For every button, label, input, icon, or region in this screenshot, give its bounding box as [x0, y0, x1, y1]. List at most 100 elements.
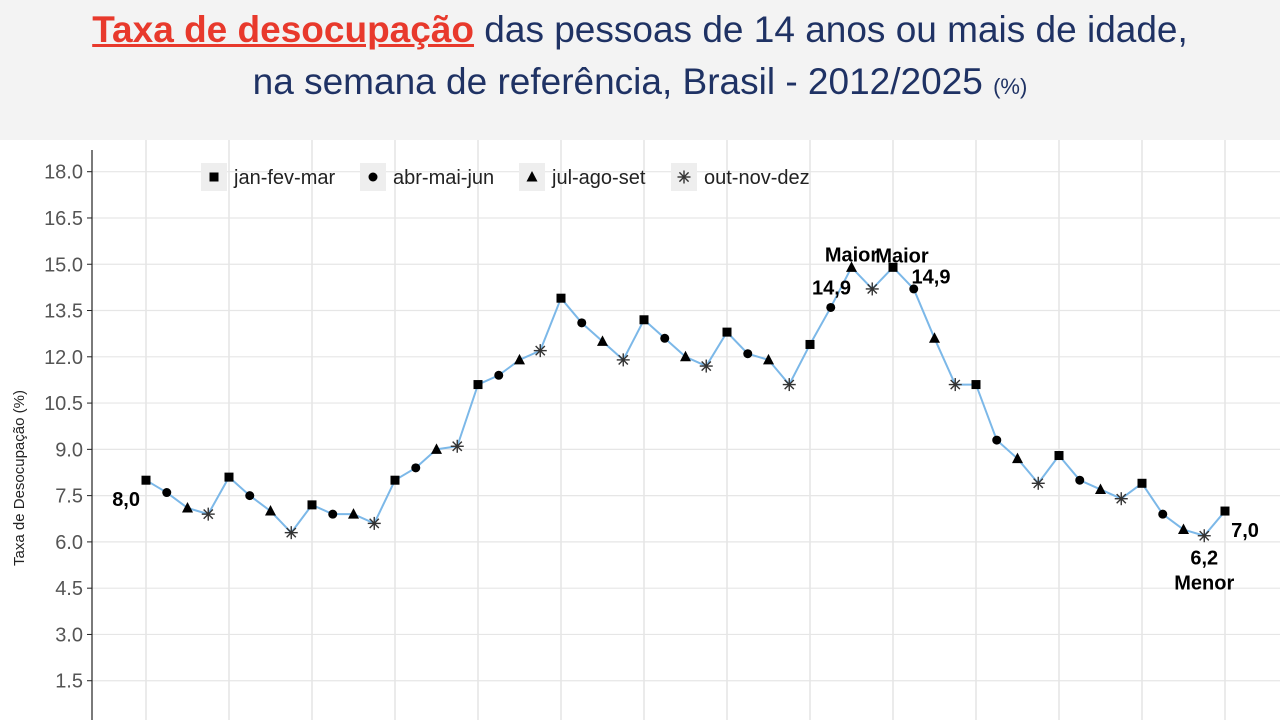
asterisk-stroke: [452, 441, 463, 452]
data-label: Maior: [825, 244, 879, 266]
data-point-square: [1220, 506, 1230, 516]
y-tick-label: 1.5: [55, 671, 83, 693]
y-tick-label: 12.0: [44, 347, 83, 369]
data-point-square: [971, 380, 981, 390]
data-point-asterisk: [284, 526, 298, 540]
y-tick-label: 4.5: [55, 578, 83, 600]
data-point-square: [1137, 478, 1147, 488]
asterisk-stroke: [950, 379, 961, 390]
legend: jan-fev-mar abr-mai-jun jul-ago-set out-nov…: [201, 163, 810, 191]
data-point-circle: [909, 284, 919, 294]
data-point-square: [1054, 451, 1064, 461]
asterisk-stroke: [286, 527, 297, 538]
data-point-square: [888, 262, 898, 272]
unemployment-line-chart: 0.0 1.5 3.0 4.5 6.0 7.5 9.0 10.5 12.0 13.5 15.0 16.…: [11, 140, 1280, 720]
y-tick-label: 18.0: [44, 162, 83, 184]
data-point-circle: [162, 488, 172, 498]
y-tick-label: 15.0: [44, 254, 83, 276]
title-highlight: Taxa de desocupação: [92, 9, 475, 50]
asterisk-stroke: [1199, 530, 1210, 541]
legend-label: jul-ago-set: [551, 167, 646, 189]
data-label: 14,9: [912, 266, 951, 288]
legend-marker-asterisk: [677, 170, 691, 184]
legend-marker-circle: [368, 172, 378, 182]
title-rest: das pessoas de 14 anos ou mais de idade,: [474, 9, 1188, 50]
y-tick-label: 3.0: [55, 624, 83, 646]
data-point-circle: [743, 349, 753, 359]
asterisk-stroke: [784, 379, 795, 390]
y-tick-label: 6.0: [55, 532, 83, 554]
data-point-circle: [660, 333, 670, 343]
data-point-triangle: [680, 350, 691, 362]
data-label: 8,0: [112, 489, 140, 511]
data-point-square: [556, 293, 566, 303]
legend-label: jan-fev-mar: [233, 167, 335, 189]
data-point-circle: [826, 302, 836, 312]
y-tick-label: 7.5: [55, 486, 83, 508]
data-point-triangle: [929, 332, 940, 343]
legend-label: abr-mai-jun: [393, 167, 494, 189]
title-banner: Taxa de desocupação das pessoas de 14 an…: [0, 0, 1280, 140]
data-point-triangle: [1012, 452, 1023, 464]
y-tick-label: 13.5: [44, 301, 83, 323]
y-axis: 0.0 1.5 3.0 4.5 6.0 7.5 9.0 10.5 12.0 13.5 15.0 16.…: [44, 150, 93, 720]
data-point-circle: [494, 370, 504, 380]
asterisk-stroke: [535, 345, 546, 356]
data-point-circle: [992, 435, 1002, 445]
data-label: Menor: [1174, 573, 1234, 595]
chart-title-line1: Taxa de desocupação das pessoas de 14 an…: [0, 8, 1280, 52]
data-point-triangle: [431, 443, 442, 454]
y-tick-label: 10.5: [44, 393, 83, 415]
data-point-asterisk: [1197, 529, 1211, 543]
legend-label: out-nov-dez: [704, 167, 810, 189]
data-point-triangle: [348, 508, 359, 519]
data-label: 6,2: [1190, 548, 1218, 570]
data-point-asterisk: [450, 439, 464, 453]
data-point-asterisk: [367, 516, 381, 530]
data-point-circle: [411, 463, 421, 473]
asterisk-stroke: [701, 360, 712, 372]
data-point-square: [473, 380, 483, 390]
asterisk-stroke: [867, 283, 878, 295]
asterisk-stroke: [1033, 478, 1044, 489]
data-point-triangle: [182, 501, 193, 513]
data-point-circle: [577, 318, 587, 328]
data-point-square: [639, 315, 649, 325]
legend-marker-square: [209, 172, 219, 182]
data-point-circle: [1075, 475, 1085, 485]
data-point-asterisk: [533, 344, 547, 358]
data-point-square: [722, 327, 732, 337]
chart-title-line2: na semana de referência, Brasil - 2012/2…: [0, 60, 1280, 109]
asterisk-stroke: [1116, 493, 1127, 504]
data-point-asterisk: [1114, 492, 1128, 506]
data-point-asterisk: [616, 353, 630, 367]
data-point-square: [390, 475, 400, 485]
title-unit: (%): [993, 74, 1028, 99]
y-tick-label: 16.5: [44, 208, 83, 230]
data-point-square: [307, 500, 317, 510]
data-point-square: [141, 475, 151, 485]
data-point-triangle: [1178, 523, 1189, 535]
data-label: Maior: [875, 245, 929, 267]
data-point-circle: [1158, 509, 1168, 519]
asterisk-stroke: [678, 171, 690, 183]
asterisk-stroke: [203, 509, 214, 520]
data-point-triangle: [514, 353, 525, 365]
grid-lines: [92, 140, 1280, 720]
title-line2: na semana de referência, Brasil - 2012/2…: [252, 61, 983, 102]
data-point-asterisk: [699, 359, 713, 373]
y-axis-label: Taxa de Desocupação (%): [11, 390, 28, 566]
data-point-square: [805, 339, 815, 349]
data-point-triangle: [597, 335, 608, 346]
legend-marker-triangle: [526, 171, 538, 182]
data-point-triangle: [763, 353, 774, 365]
data-point-square: [224, 472, 234, 482]
data-point-triangle: [265, 505, 276, 516]
y-tick-label: 9.0: [55, 439, 83, 461]
data-markers: [141, 261, 1230, 543]
data-point-triangle: [1095, 483, 1106, 494]
asterisk-stroke: [369, 518, 380, 529]
data-point-circle: [328, 509, 338, 519]
asterisk-stroke: [618, 354, 629, 365]
